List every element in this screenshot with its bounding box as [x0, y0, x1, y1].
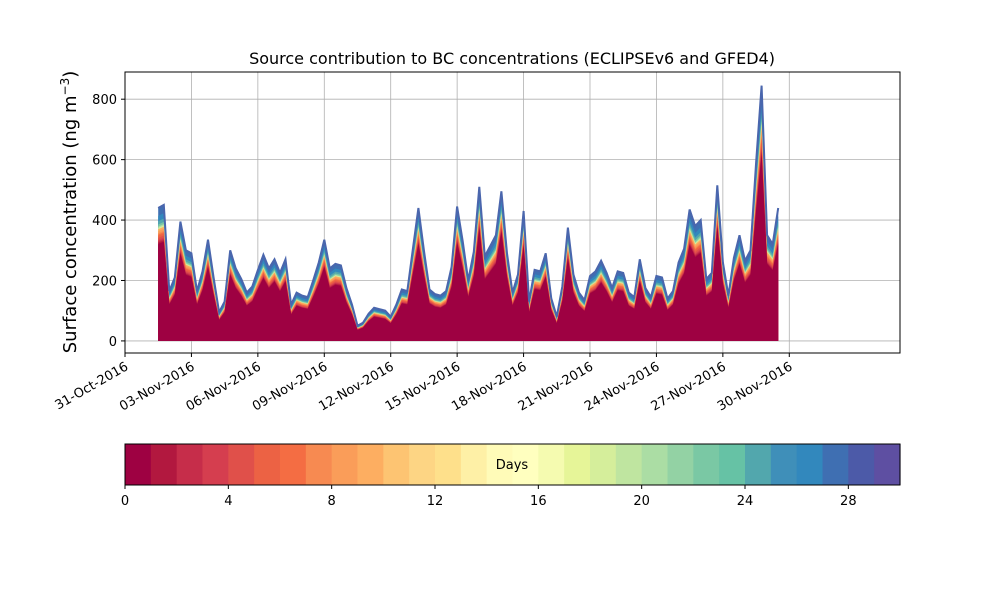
- colorbar-bin: [357, 444, 384, 485]
- y-tick-label: 0: [109, 335, 117, 350]
- colorbar-bin: [254, 444, 281, 485]
- y-tick-label: 600: [92, 154, 117, 169]
- colorbar-bin: [435, 444, 462, 485]
- colorbar-bin: [615, 444, 643, 485]
- colorbar-frame: [124, 443, 901, 486]
- colorbar-tick-label: 8: [328, 494, 336, 509]
- colorbar-bin: [564, 444, 591, 485]
- colorbar-tick-label: 0: [121, 494, 129, 509]
- colorbar-bin: [693, 444, 720, 485]
- colorbar-bin: [228, 444, 255, 485]
- colorbar-bin: [176, 444, 204, 485]
- colorbar-bin: [590, 444, 617, 485]
- colorbar-bin: [150, 444, 178, 485]
- colorbar-bin: [770, 444, 798, 485]
- colorbar-bin: [460, 444, 488, 485]
- colorbar-bin: [331, 444, 359, 485]
- colorbar-tick-label: 4: [224, 494, 232, 509]
- colorbar-bin: [538, 444, 565, 485]
- colorbar-tick-label: 28: [840, 494, 857, 509]
- colorbar-bin: [202, 444, 229, 485]
- area-layers: [158, 85, 779, 341]
- colorbar-bin: [874, 444, 901, 485]
- y-axis-label: Surface concentration (ng m−3): [58, 71, 81, 354]
- colorbar-bin: [719, 444, 746, 485]
- colorbar-tick-label: 16: [530, 494, 547, 509]
- colorbar-axis: 0 4 8 12 16 20 24 28: [121, 485, 857, 509]
- total-line: [157, 85, 780, 328]
- colorbar: [125, 444, 901, 485]
- plot-frame: [124, 71, 901, 354]
- x-tick-label: 30-Nov-2016: [715, 359, 795, 414]
- colorbar-bin: [486, 444, 514, 485]
- colorbar-bin: [305, 444, 333, 485]
- colorbar-tick-label: 20: [633, 494, 650, 509]
- colorbar-bin: [512, 444, 539, 485]
- colorbar-label: Days: [496, 458, 529, 473]
- colorbar-bin: [822, 444, 849, 485]
- y-tick-label: 400: [92, 214, 117, 229]
- total-series-line: [157, 85, 780, 328]
- colorbar-bin: [409, 444, 436, 485]
- colorbar-bin: [796, 444, 824, 485]
- colorbar-bin: [848, 444, 875, 485]
- colorbar-bin: [745, 444, 772, 485]
- y-tick-label: 200: [92, 274, 117, 289]
- chart-title: Source contribution to BC concentrations…: [249, 49, 775, 68]
- y-axis: 0 200 400 600 800: [92, 93, 125, 350]
- colorbar-bin: [641, 444, 669, 485]
- colorbar-tick-label: 12: [427, 494, 444, 509]
- colorbar-bin: [280, 444, 307, 485]
- colorbar-tick-label: 24: [737, 494, 754, 509]
- x-axis: 31-Oct-201603-Nov-201606-Nov-201609-Nov-…: [53, 353, 795, 414]
- colorbar-bin: [383, 444, 410, 485]
- y-tick-label: 800: [92, 93, 117, 108]
- colorbar-bin: [125, 444, 152, 485]
- colorbar-bin: [667, 444, 694, 485]
- area-layer-base: [158, 157, 779, 341]
